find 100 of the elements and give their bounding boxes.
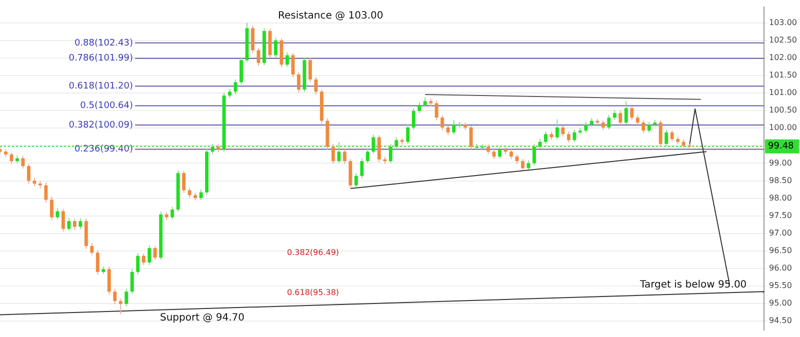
y-tick-label: 95.00 (769, 298, 792, 308)
candlestick (452, 119, 456, 135)
ref-line-label: 0.88(102.43) (74, 38, 133, 48)
candlestick (406, 124, 410, 144)
y-tick-label: 94.50 (769, 316, 792, 326)
candlestick (251, 25, 254, 54)
candlestick (434, 100, 438, 121)
ref-line-label: 0.382(100.09) (68, 120, 133, 130)
candlestick (510, 148, 513, 160)
candlestick (182, 170, 186, 194)
y-tick-label: 97.00 (769, 228, 792, 238)
ref-line-label: 0.618(101.20) (68, 81, 133, 92)
y-tick-label: 100.50 (769, 106, 797, 115)
ref-line-label: 0.236(99.40) (74, 144, 133, 155)
candlestick (27, 163, 30, 184)
candlestick (521, 158, 524, 171)
candlestick (274, 37, 278, 58)
candlestick (56, 208, 60, 220)
annotation: Target is below 95.00 (639, 280, 747, 291)
candlestick (469, 124, 473, 150)
candlestick (285, 52, 289, 68)
candlestick (624, 100, 628, 126)
candlestick (658, 120, 662, 147)
candlestick (388, 143, 392, 164)
candlestick (308, 58, 312, 83)
y-tick-label: 100.00 (769, 123, 797, 132)
candlestick (538, 138, 542, 150)
candlestick (394, 136, 398, 150)
candlestick (199, 189, 203, 201)
candlestick (240, 56, 243, 85)
candlestick (360, 158, 364, 178)
annotation: 0.618(95.38) (287, 288, 340, 298)
ref-line-label: 99.48 (768, 142, 794, 152)
y-tick-label: 98.00 (769, 193, 792, 202)
candlestick (544, 130, 548, 144)
candlestick (124, 288, 128, 307)
y-tick-label: 101.50 (769, 70, 797, 80)
candlestick (337, 142, 341, 164)
candlestick (342, 148, 346, 164)
candlestick (90, 242, 94, 256)
candlestick (113, 288, 117, 305)
candlestick (618, 110, 622, 126)
ref-line-label: 0.786(101.99) (68, 54, 133, 64)
candlestick (498, 146, 502, 160)
candlestick (664, 129, 668, 147)
ref-line-label: 0.5(100.64) (80, 101, 133, 112)
candlestick (44, 182, 48, 204)
candlestick (314, 76, 318, 95)
candlestick (377, 134, 381, 163)
candlestick (142, 253, 146, 266)
candlestick (612, 110, 616, 120)
candlestick (210, 143, 214, 155)
candlestick (96, 250, 100, 276)
candlestick (601, 120, 605, 130)
y-tick-label: 97.50 (769, 210, 792, 220)
candlestick (78, 218, 82, 230)
candlestick (670, 130, 674, 142)
candlestick (67, 217, 71, 232)
candlestick (354, 172, 358, 188)
candlestick (607, 114, 611, 130)
y-tick-label: 96.00 (769, 264, 792, 273)
candlestick (136, 252, 140, 275)
y-tick-label: 102.50 (769, 36, 797, 45)
y-tick-label: 103.00 (769, 18, 797, 28)
candlestick (228, 88, 232, 98)
candlestick (572, 129, 576, 143)
candlestick (446, 124, 450, 136)
y-tick-label: 99.00 (769, 158, 792, 168)
candlestick (148, 244, 152, 266)
candlestick (291, 52, 295, 78)
candlestick (130, 268, 134, 294)
candlestick (61, 208, 65, 232)
candlestick (107, 266, 111, 295)
candlestick (647, 122, 651, 134)
y-tick-label: 98.50 (769, 176, 792, 185)
candlestick (50, 196, 54, 221)
y-tick-label: 95.50 (769, 281, 792, 290)
annotation: Resistance @ 103.00 (278, 10, 384, 22)
candlestick (366, 148, 370, 164)
candlestick (423, 96, 427, 108)
candlestick (331, 144, 335, 164)
candlestick (630, 106, 634, 121)
candlestick (440, 115, 444, 131)
candlestick (153, 246, 157, 261)
y-tick-label: 96.50 (769, 246, 792, 256)
candlestick (418, 102, 422, 114)
candlestick (170, 206, 174, 220)
candlestick (412, 108, 416, 130)
candlestick (555, 118, 559, 140)
annotation: Support @ 94.70 (160, 312, 245, 324)
candlestick (296, 72, 300, 93)
candlestick (532, 143, 536, 166)
candlestick (642, 120, 646, 134)
candlestick (72, 218, 76, 230)
candlestick (636, 114, 640, 126)
candlestick (486, 144, 490, 155)
candlestick (372, 134, 376, 154)
y-tick-label: 101.00 (769, 88, 797, 98)
candlestick (118, 298, 122, 315)
candlestick (566, 131, 570, 144)
